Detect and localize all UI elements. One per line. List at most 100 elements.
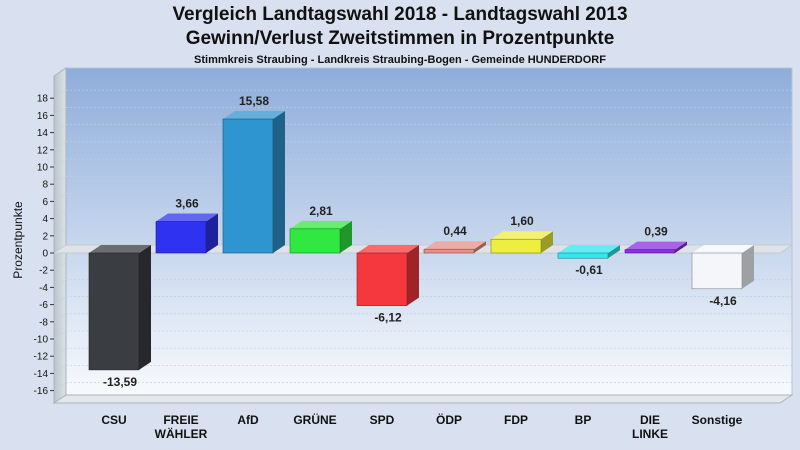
- gridline-side: [53, 261, 67, 271]
- bar: [624, 241, 687, 254]
- bar-side: [340, 220, 352, 253]
- chart-title: Vergleich Landtagswahl 2018 - Landtagswa…: [172, 4, 628, 25]
- y-tick-label: 10: [37, 163, 49, 174]
- bar-top: [290, 220, 352, 229]
- gridline-side: [53, 175, 67, 185]
- y-tick-label: -8: [39, 317, 48, 328]
- bar-top: [491, 231, 553, 240]
- bar: [691, 245, 754, 290]
- data-label: -6,12: [374, 311, 402, 325]
- y-tick-label: -14: [34, 369, 49, 380]
- bar-top: [156, 213, 218, 222]
- y-tick-label: -6: [39, 300, 48, 311]
- bar-side: [474, 241, 486, 253]
- x-tick-label: WÄHLER: [155, 426, 208, 441]
- chart-title-line2: Gewinn/Verlust Zweitstimmen in Prozentpu…: [185, 28, 615, 49]
- data-label: 1,60: [510, 214, 534, 228]
- y-tick-label: 18: [37, 94, 49, 105]
- bar-side: [541, 231, 553, 253]
- gridline-side: [53, 193, 67, 202]
- bar-top: [558, 245, 620, 253]
- chart-subtitle: Stimmkreis Straubing - Landkreis Straubi…: [194, 54, 606, 66]
- x-tick-label: DIE: [640, 413, 660, 427]
- y-tick-label: 16: [37, 111, 49, 122]
- plot-side-wall: [53, 67, 67, 404]
- data-label: 0,39: [644, 225, 668, 239]
- bar-top: [357, 245, 419, 253]
- bar-side: [206, 213, 218, 253]
- y-tick-label: -4: [39, 283, 48, 294]
- bar-front: [155, 221, 207, 254]
- x-tick-label: LINKE: [632, 427, 668, 441]
- y-tick-label: 14: [37, 128, 49, 139]
- y-tick-label: -12: [34, 352, 49, 363]
- bar: [356, 245, 419, 306]
- data-label: -13,59: [103, 375, 137, 389]
- bar-side: [675, 241, 687, 253]
- bar-side: [608, 245, 620, 259]
- x-tick-label: SPD: [370, 413, 395, 427]
- x-tick-label: CSU: [101, 413, 126, 427]
- x-tick-label: ÖDP: [436, 412, 462, 427]
- x-tick-label: FREIE: [163, 413, 198, 427]
- gridline-side: [53, 279, 67, 288]
- bar: [222, 111, 285, 254]
- bar-front: [88, 252, 140, 371]
- bar-front: [289, 228, 341, 254]
- gridline-side: [53, 347, 67, 357]
- bar-front: [490, 238, 542, 254]
- y-tick-label: -2: [39, 266, 48, 277]
- y-tick-label: -10: [34, 335, 49, 346]
- bar-front: [691, 252, 743, 290]
- x-tick-label: FDP: [504, 413, 528, 427]
- x-tick-label: AfD: [237, 413, 259, 427]
- bar: [155, 213, 218, 254]
- y-axis-label: Prozentpunkte: [11, 201, 25, 279]
- bar-front: [423, 248, 475, 254]
- x-tick-label: Sonstige: [692, 413, 743, 427]
- bar-side: [139, 245, 151, 370]
- bar-side: [407, 245, 419, 306]
- bar-top: [424, 241, 486, 250]
- gridline-side: [53, 210, 67, 219]
- data-label: 2,81: [309, 204, 333, 218]
- x-tick-label: BP: [575, 413, 592, 427]
- bar: [557, 245, 620, 259]
- gridline-side: [53, 158, 67, 168]
- bar-front: [557, 252, 609, 259]
- data-label: 15,58: [239, 94, 269, 108]
- gridline-side: [53, 89, 67, 99]
- gridline-side: [53, 124, 67, 133]
- bar-side: [273, 111, 285, 254]
- bar: [289, 220, 352, 254]
- gridline-side: [53, 365, 67, 374]
- y-tick-label: -16: [34, 386, 49, 397]
- bar-top: [89, 245, 151, 253]
- bar-side: [742, 245, 754, 289]
- gridline-side: [53, 330, 67, 340]
- gridline-side: [53, 382, 67, 391]
- plot-floor: [52, 394, 794, 404]
- gridline-side: [53, 227, 67, 237]
- bar-top: [692, 245, 754, 253]
- data-label: -0,61: [575, 263, 603, 277]
- y-tick-label: 0: [42, 249, 48, 260]
- bar-front: [624, 249, 676, 254]
- bar-front: [356, 252, 408, 306]
- bar-top: [223, 111, 285, 120]
- y-tick-label: 12: [37, 145, 49, 156]
- x-tick-label: GRÜNE: [293, 412, 336, 427]
- y-tick-label: 2: [42, 231, 48, 242]
- data-label: -4,16: [709, 294, 737, 308]
- bar: [423, 241, 486, 254]
- bar-top: [625, 241, 687, 250]
- bar-front: [222, 118, 274, 254]
- gridline-side: [53, 141, 67, 151]
- data-label: 3,66: [175, 197, 199, 211]
- y-tick-label: 8: [42, 180, 48, 191]
- bar: [490, 231, 553, 254]
- gridline-side: [53, 313, 67, 323]
- gridline-side: [53, 107, 67, 116]
- bar: [88, 245, 151, 371]
